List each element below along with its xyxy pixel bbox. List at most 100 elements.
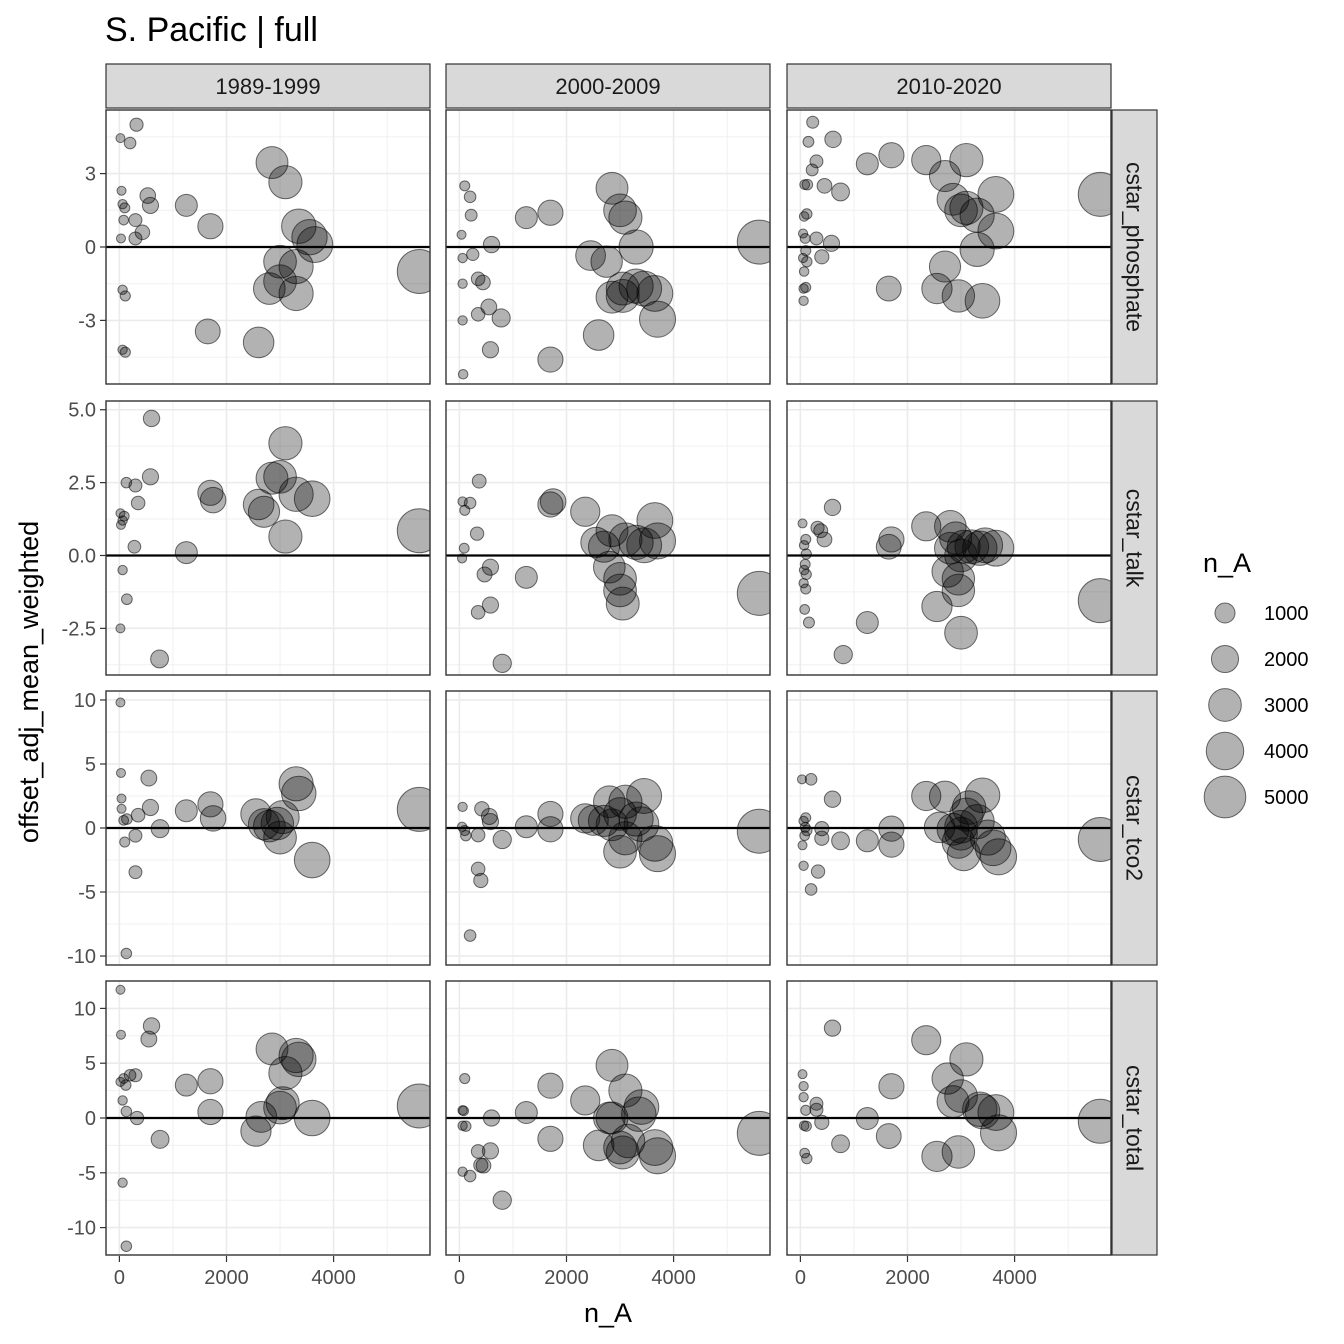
data-point xyxy=(605,1135,640,1170)
data-point xyxy=(278,1037,314,1074)
data-point xyxy=(458,542,470,554)
data-point xyxy=(595,514,629,548)
data-point xyxy=(816,531,833,548)
data-point xyxy=(470,605,486,620)
data-point xyxy=(638,835,677,873)
data-point xyxy=(800,1104,812,1116)
data-point xyxy=(456,229,467,240)
data-point xyxy=(492,1190,512,1210)
data-point xyxy=(123,136,137,150)
data-point xyxy=(944,615,978,650)
data-point xyxy=(816,177,833,194)
data-point xyxy=(603,573,637,608)
panel xyxy=(786,109,1112,385)
data-point xyxy=(456,553,468,564)
panel-grid xyxy=(106,401,430,675)
data-point xyxy=(799,830,811,842)
data-point xyxy=(636,502,674,539)
data-point xyxy=(116,185,127,196)
data-point xyxy=(457,315,468,326)
data-point xyxy=(197,1098,224,1126)
data-point xyxy=(590,245,623,278)
data-point xyxy=(293,1099,331,1137)
data-point xyxy=(798,1091,809,1103)
data-point xyxy=(475,274,491,291)
data-point xyxy=(514,565,538,589)
legend-label: 3000 xyxy=(1264,695,1309,717)
data-point xyxy=(949,190,984,225)
y-tick-label: 5 xyxy=(85,1053,96,1075)
data-point xyxy=(797,1069,808,1080)
data-point xyxy=(736,1110,770,1156)
data-point xyxy=(123,1068,137,1082)
data-point xyxy=(800,568,812,581)
legend-key xyxy=(1201,636,1249,682)
data-point xyxy=(800,812,812,824)
row-strip xyxy=(1111,690,1158,966)
data-point xyxy=(396,248,430,294)
data-point xyxy=(804,883,818,896)
data-point xyxy=(921,272,953,305)
data-point xyxy=(941,562,976,596)
x-tick-label: 4000 xyxy=(311,1267,356,1289)
x-tick-label: 2000 xyxy=(544,1267,589,1289)
data-point xyxy=(911,780,942,812)
data-point xyxy=(799,604,811,615)
panel-border xyxy=(105,109,431,385)
data-point xyxy=(921,1140,953,1173)
panel xyxy=(105,980,431,1256)
y-tick-label: -2.5 xyxy=(62,618,96,640)
data-point xyxy=(140,1030,158,1048)
data-point xyxy=(949,1042,984,1077)
data-point xyxy=(593,550,626,584)
panel xyxy=(445,690,771,966)
data-point xyxy=(964,777,1001,814)
data-point xyxy=(121,813,133,825)
data-point xyxy=(268,1055,303,1091)
panel-points xyxy=(115,409,430,669)
data-point xyxy=(115,133,126,144)
data-point xyxy=(197,213,224,240)
x-axis-title: n_A xyxy=(584,1298,632,1328)
data-point xyxy=(141,798,160,817)
data-point xyxy=(798,295,809,307)
data-point xyxy=(878,831,905,858)
y-tick-label: 10 xyxy=(74,690,96,712)
data-point xyxy=(470,861,486,877)
x-tick-label: 0 xyxy=(454,1267,465,1289)
panel-points xyxy=(797,1019,1111,1173)
data-point xyxy=(878,142,905,169)
data-point xyxy=(268,165,303,200)
data-point xyxy=(263,264,297,299)
data-point xyxy=(128,828,143,843)
data-point xyxy=(457,368,469,380)
chart-title: S. Pacific | full xyxy=(105,11,318,49)
y-tick-label: 0.0 xyxy=(68,545,96,567)
x-tick-label: 4000 xyxy=(651,1267,696,1289)
panel xyxy=(445,980,771,1256)
legend-label: 5000 xyxy=(1264,787,1309,809)
data-point xyxy=(796,774,807,785)
panel-border xyxy=(445,980,771,1256)
data-point xyxy=(595,171,629,205)
data-point xyxy=(115,623,126,634)
data-point xyxy=(605,271,640,306)
column-strip-label: 2000-2009 xyxy=(555,74,660,99)
data-point xyxy=(459,180,471,192)
panel-border xyxy=(786,400,1112,676)
data-point xyxy=(481,596,500,614)
data-point xyxy=(457,252,468,264)
data-point xyxy=(605,586,640,621)
data-point xyxy=(253,272,286,305)
data-point xyxy=(941,1135,976,1169)
data-point xyxy=(268,426,303,461)
data-point xyxy=(911,511,942,542)
data-point xyxy=(120,947,133,960)
data-point xyxy=(977,175,1015,213)
data-point xyxy=(199,805,227,832)
data-point xyxy=(466,247,480,261)
data-point xyxy=(119,290,131,302)
data-point xyxy=(801,1152,813,1165)
data-point xyxy=(1077,817,1111,863)
column-strip-label: 1989-1999 xyxy=(215,74,320,99)
